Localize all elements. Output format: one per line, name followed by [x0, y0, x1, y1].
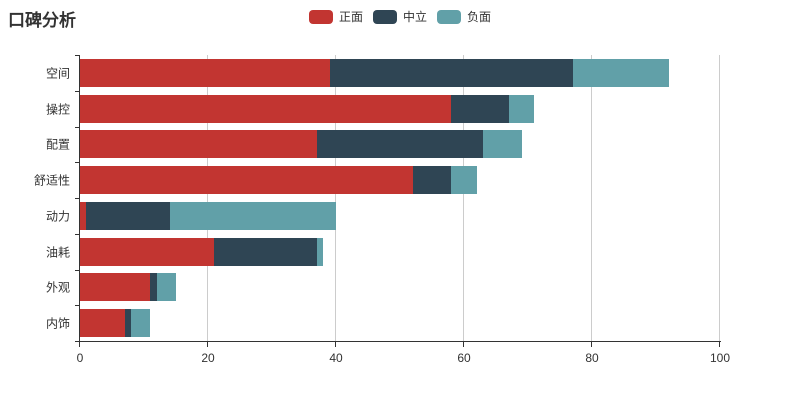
bar-segment[interactable]: [124, 309, 132, 338]
legend-swatch: [308, 9, 333, 24]
bar-segment[interactable]: [150, 273, 157, 302]
legend-label: 正面: [338, 10, 363, 24]
bar-segment[interactable]: [80, 166, 413, 195]
x-gridline: [207, 55, 208, 341]
legend-item-1[interactable]: 正面: [308, 8, 363, 25]
legend-swatch: [437, 9, 461, 24]
bar-segment[interactable]: [316, 237, 324, 266]
legend-label: 中立: [402, 10, 427, 24]
bar-segment[interactable]: [80, 201, 87, 230]
legend-item-3[interactable]: 负面: [437, 8, 491, 25]
y-axis-tick: [75, 305, 80, 307]
x-gridline: [335, 55, 336, 341]
bar-segment[interactable]: [80, 94, 452, 123]
x-gridline: [463, 55, 464, 341]
bar-segment[interactable]: [86, 201, 170, 230]
x-axis-line: [79, 341, 721, 342]
y-axis-category-label: 操控: [45, 102, 70, 117]
x-axis-tick-label: 60: [457, 351, 471, 365]
bar-segment[interactable]: [169, 201, 336, 230]
bar-segment[interactable]: [572, 58, 669, 87]
y-axis-category-label: 外观: [45, 280, 70, 295]
bar-segment[interactable]: [451, 166, 477, 195]
x-axis-tick: [591, 342, 592, 347]
bar-segment[interactable]: [80, 309, 125, 338]
y-axis-category-label: 动力: [45, 209, 70, 224]
bar-segment[interactable]: [80, 58, 330, 87]
y-axis-tick: [75, 55, 80, 56]
y-axis-tick: [75, 269, 80, 271]
bar-segment[interactable]: [412, 166, 452, 195]
x-gridline: [591, 55, 592, 341]
legend-label: 负面: [467, 10, 492, 24]
legend-item-2[interactable]: 中立: [372, 8, 427, 25]
bar-segment[interactable]: [80, 273, 151, 302]
x-axis-tick-label: 100: [709, 351, 731, 365]
x-axis-tick: [335, 342, 336, 347]
bar-segment[interactable]: [508, 94, 535, 123]
y-axis-tick: [75, 126, 80, 128]
y-axis-tick: [75, 162, 80, 164]
bar-segment[interactable]: [80, 130, 317, 159]
plot-area: 0 20 40 60 80 100 空间操控配置舒适性动力油耗外观内饰: [34, 55, 730, 365]
y-axis-category-label: 配置: [45, 137, 70, 152]
y-axis-tick: [75, 341, 80, 342]
x-axis-tick: [207, 342, 208, 347]
y-axis-category-label: 空间: [45, 66, 70, 81]
x-axis-tick-label: 0: [76, 351, 84, 365]
y-axis-category-label: 内饰: [45, 316, 70, 331]
chart-title: 口碑分析: [8, 11, 76, 30]
x-gridline: [719, 55, 720, 341]
y-axis-category-label: 舒适性: [33, 173, 70, 188]
x-axis-tick: [463, 342, 464, 347]
bar-segment[interactable]: [316, 130, 484, 159]
x-axis-tick-label: 20: [201, 351, 215, 365]
y-axis-tick: [75, 233, 80, 235]
y-axis-tick: [75, 198, 80, 199]
bar-segment[interactable]: [329, 58, 573, 87]
legend-swatch: [372, 9, 397, 24]
x-axis-tick: [719, 342, 720, 347]
x-axis-tick-label: 40: [329, 351, 343, 365]
x-axis-tick-label: 80: [585, 351, 599, 365]
legend: 正面 中立 负面: [0, 8, 800, 25]
bar-segment[interactable]: [214, 237, 317, 266]
bar-segment[interactable]: [483, 130, 522, 159]
y-axis-tick: [75, 90, 80, 92]
bar-segment[interactable]: [451, 94, 509, 123]
x-axis-tick: [79, 342, 80, 347]
bar-segment[interactable]: [156, 273, 176, 302]
y-axis-category-label: 油耗: [45, 245, 70, 260]
bar-segment[interactable]: [80, 237, 215, 266]
bar-segment[interactable]: [131, 309, 151, 338]
